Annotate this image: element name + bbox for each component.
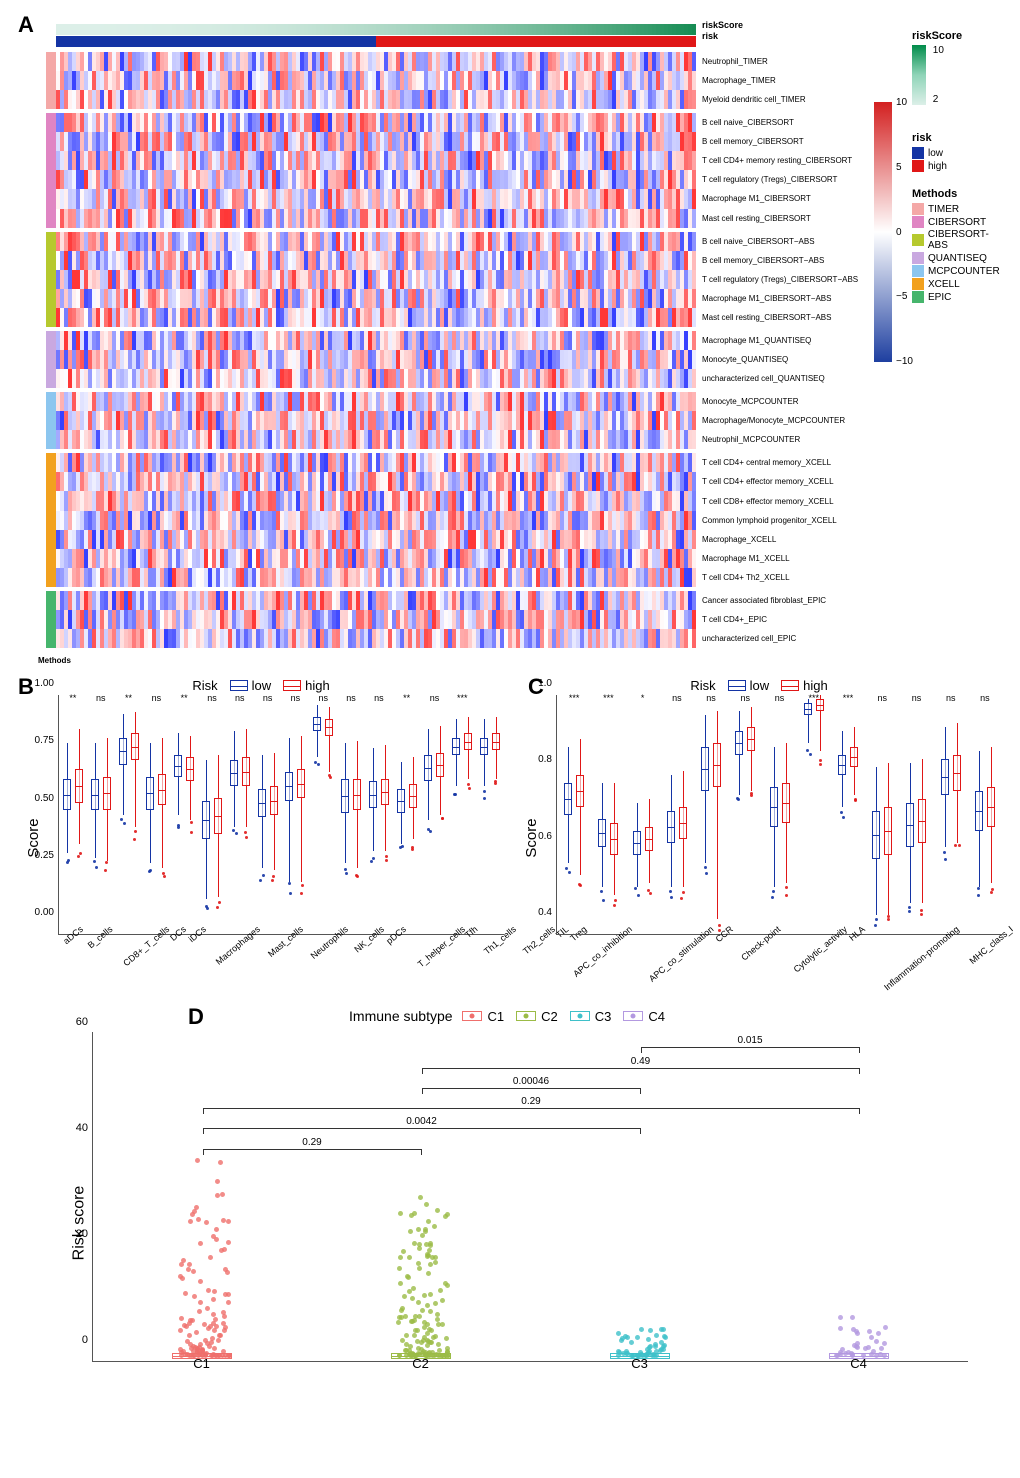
heatmap-row-label: Macrophage M1_CIBERSORT−ABS — [702, 289, 882, 308]
heatmap-row-label: B cell memory_CIBERSORT — [702, 132, 882, 151]
heatmap-rownames: Neutrophil_TIMERMacrophage_TIMERMyeloid … — [702, 52, 882, 652]
panel-b-plot: **ns**ns**nsnsnsnsnsnsns**ns*** — [58, 695, 504, 935]
heatmap-row-label: Neutrophil_TIMER — [702, 52, 882, 71]
heatmap-row-label: Macrophage/Monocyte_MCPCOUNTER — [702, 411, 882, 430]
anno-label-riskscore: riskScore — [702, 20, 743, 31]
methods-label: Methods — [38, 656, 71, 665]
heatmap-row-label: Monocyte_MCPCOUNTER — [702, 392, 882, 411]
figure: A riskScore risk Methods Neutrophil_TIME… — [12, 12, 1008, 1438]
heatmap-row-label: T cell CD4+ Th2_XCELL — [702, 568, 882, 587]
heatmap-row-label: T cell regulatory (Tregs)_CIBERSORT — [702, 170, 882, 189]
heatmap-row-label: Cancer associated fibroblast_EPIC — [702, 591, 882, 610]
panel-a-heatmap: riskScore risk Methods Neutrophil_TIMERM… — [12, 12, 1008, 672]
colorbar-ticks: 10 5 0 −5 −10 — [896, 97, 913, 367]
panel-d-label: D — [188, 1004, 204, 1030]
heatmap-row-label: B cell naive_CIBERSORT−ABS — [702, 232, 882, 251]
heatmap-row-label: Macrophage_XCELL — [702, 530, 882, 549]
heatmap-row-label: Macrophage_TIMER — [702, 71, 882, 90]
panel-b-boxplot: Risk low high Score 1.000.750.500.250.00… — [12, 678, 510, 998]
heatmap-row-label: Mast cell resting_CIBERSORT — [702, 209, 882, 228]
panel-bc-row: B C Risk low high Score 1.000.750.500.25… — [12, 678, 1008, 998]
heatmap-row-label: Macrophage M1_XCELL — [702, 549, 882, 568]
heatmap-row-label: T cell regulatory (Tregs)_CIBERSORT−ABS — [702, 270, 882, 289]
methods-anno-strip — [46, 52, 56, 652]
panel-c-boxplot: Risk low high Score 1.00.80.60.4 *******… — [510, 678, 1008, 998]
legend-riskscore: riskScore 10 2 — [912, 30, 962, 105]
heatmap-row-label: T cell CD4+ effector memory_XCELL — [702, 472, 882, 491]
legend-methods: Methods TIMERCIBERSORTCIBERSORT-ABSQUANT… — [912, 188, 1008, 304]
panel-d-plot: 0.290.00420.290.000460.490.015 — [92, 1032, 968, 1362]
heatmap-body — [56, 52, 696, 652]
panel-c-legend: Risk low high — [510, 678, 1008, 693]
panel-b-legend: Risk low high — [12, 678, 510, 693]
heatmap-row-label: T cell CD4+_EPIC — [702, 610, 882, 629]
heatmap-row-label: uncharacterized cell_QUANTISEQ — [702, 369, 882, 388]
heatmap-row-label: T cell CD4+ memory resting_CIBERSORT — [702, 151, 882, 170]
heatmap-row-label: T cell CD4+ central memory_XCELL — [702, 453, 882, 472]
heatmap-row-label: Common lymphoid progenitor_XCELL — [702, 511, 882, 530]
heatmap-row-label: T cell CD8+ effector memory_XCELL — [702, 491, 882, 510]
heatmap-row-label: B cell memory_CIBERSORT−ABS — [702, 251, 882, 270]
heatmap-row-label: B cell naive_CIBERSORT — [702, 113, 882, 132]
heatmap-row-label: uncharacterized cell_EPIC — [702, 629, 882, 648]
panel-d: D Immune subtype C1C2C3C4 Risk score 604… — [12, 1008, 1008, 1438]
riskScore-anno — [56, 24, 696, 35]
panel-c-plot: *******nsnsnsns******nsnsnsns — [556, 695, 1002, 935]
panel-d-legend: Immune subtype C1C2C3C4 — [12, 1008, 1008, 1024]
heatmap-row-label: Mast cell resting_CIBERSORT−ABS — [702, 308, 882, 327]
heatmap-row-label: Macrophage M1_QUANTISEQ — [702, 331, 882, 350]
heatmap-row-label: Monocyte_QUANTISEQ — [702, 350, 882, 369]
heatmap-row-label: Macrophage M1_CIBERSORT — [702, 189, 882, 208]
heatmap-row-label: Neutrophil_MCPCOUNTER — [702, 430, 882, 449]
risk-anno — [56, 36, 696, 47]
heatmap-row-label: Myeloid dendritic cell_TIMER — [702, 90, 882, 109]
legend-risk: risk low high — [912, 132, 947, 173]
heatmap-colorbar — [874, 102, 892, 362]
anno-label-risk: risk — [702, 31, 743, 42]
